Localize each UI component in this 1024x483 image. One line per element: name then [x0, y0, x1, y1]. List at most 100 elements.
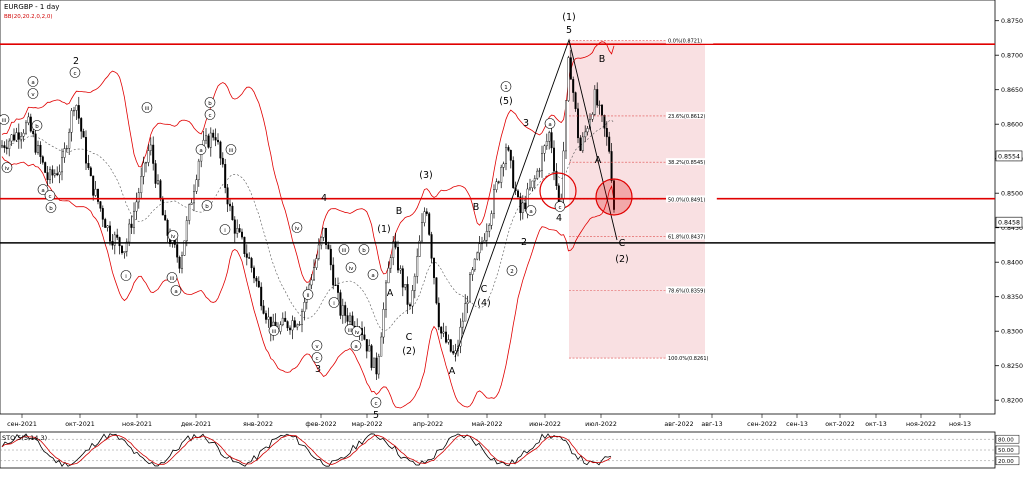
circled-wave-label: c — [73, 71, 76, 77]
candle-body — [497, 181, 500, 183]
candle-body — [164, 214, 167, 221]
candle-body — [337, 285, 340, 293]
circled-wave-label: iii — [2, 118, 7, 124]
circled-label-ring — [358, 244, 370, 255]
candle-body — [493, 189, 496, 214]
candle-body — [370, 345, 373, 368]
candle-body — [20, 136, 23, 140]
candle-body — [322, 227, 325, 238]
candle-body — [58, 171, 61, 176]
sto-indicator-label: STO 5(5,14,3) — [2, 434, 47, 442]
candle-body — [387, 267, 390, 284]
candle-body — [51, 169, 54, 176]
candle-body — [512, 160, 515, 189]
candle-body — [279, 324, 282, 332]
candle-body — [608, 136, 611, 152]
circled-wave-label: iv — [349, 266, 355, 272]
candle-body — [505, 147, 508, 165]
candle-body — [257, 280, 260, 288]
candle-body — [82, 131, 85, 138]
candle-body — [236, 228, 239, 234]
bb-upper-band — [1, 41, 615, 283]
candle-body — [32, 130, 35, 135]
candle-body — [521, 202, 524, 214]
candle-body — [574, 92, 577, 109]
candle-body — [495, 181, 498, 190]
candle-body — [394, 241, 397, 248]
circled-wave-label: 2 — [510, 269, 514, 275]
fib-label-bg — [666, 111, 717, 119]
wave-label: (1) — [377, 224, 390, 235]
candle-body — [147, 150, 150, 163]
wave-label: 2 — [73, 56, 79, 67]
candle-body — [404, 284, 407, 288]
wave-label: B — [473, 202, 480, 213]
candle-body — [421, 222, 424, 242]
candle-body — [301, 311, 304, 325]
circled-label-ring — [166, 272, 178, 283]
circled-wave-label: a — [199, 148, 202, 154]
candle-body — [524, 202, 527, 210]
circled-wave-label: b — [35, 124, 39, 130]
circled-label-ring — [338, 244, 350, 255]
circled-label-ring — [201, 200, 213, 211]
candle-body — [368, 345, 371, 352]
candle-body — [267, 316, 270, 320]
candle-body — [84, 137, 87, 164]
candle-body — [37, 144, 40, 153]
wave-label: 3 — [523, 118, 529, 129]
circled-label-ring — [506, 265, 518, 276]
candle-body — [68, 132, 71, 149]
candle-body — [116, 234, 119, 238]
candle-body — [445, 331, 448, 343]
candle-body — [543, 145, 546, 154]
wave-label: C — [619, 238, 626, 249]
candle-body — [538, 170, 541, 172]
x-tick-label: ноя-2022 — [906, 421, 936, 428]
candle-body — [464, 303, 467, 322]
candle-body — [212, 132, 215, 138]
bb-indicator-label: BB(20,20.2,0,2,0) — [4, 14, 53, 20]
circled-label-ring — [27, 76, 39, 87]
wave-label: A — [449, 366, 456, 377]
candle-body — [130, 223, 133, 228]
candle-body — [70, 110, 73, 133]
price-label: 0.8554 — [998, 153, 1020, 160]
wave-label: (5) — [499, 96, 512, 107]
candle-body — [392, 241, 395, 258]
candle-body — [15, 132, 18, 141]
candle-body — [46, 172, 49, 181]
circled-label-ring — [311, 352, 323, 363]
candle-body — [490, 213, 493, 226]
circled-label-ring — [167, 230, 179, 241]
x-tick-label: сен-13 — [786, 421, 808, 428]
candle-body — [137, 192, 140, 203]
candle-body — [447, 339, 450, 343]
candle-body — [423, 211, 426, 223]
candle-body — [262, 305, 265, 314]
circled-label-ring — [141, 102, 153, 113]
candle-body — [373, 357, 376, 368]
circled-wave-label: iii — [348, 328, 353, 334]
candle-body — [389, 257, 392, 269]
y-tick-label: 0.8500 — [1001, 191, 1023, 198]
candle-body — [161, 199, 164, 216]
wave-label: C — [406, 332, 413, 343]
candle-body — [380, 336, 383, 357]
candle-body — [397, 247, 400, 271]
candle-body — [25, 122, 28, 134]
candle-body — [176, 244, 179, 258]
circled-wave-label: a — [548, 122, 551, 128]
candle-body — [473, 258, 476, 270]
candle-body — [219, 141, 222, 159]
candle-body — [406, 284, 409, 305]
circled-wave-label: b — [49, 206, 53, 212]
circled-wave-label: iii — [229, 148, 234, 154]
candle-body — [507, 147, 510, 151]
circled-label-ring — [1, 162, 13, 173]
candle-body — [449, 339, 452, 352]
candle-body — [144, 162, 147, 164]
candle-body — [106, 225, 109, 228]
candle-body — [204, 135, 207, 141]
